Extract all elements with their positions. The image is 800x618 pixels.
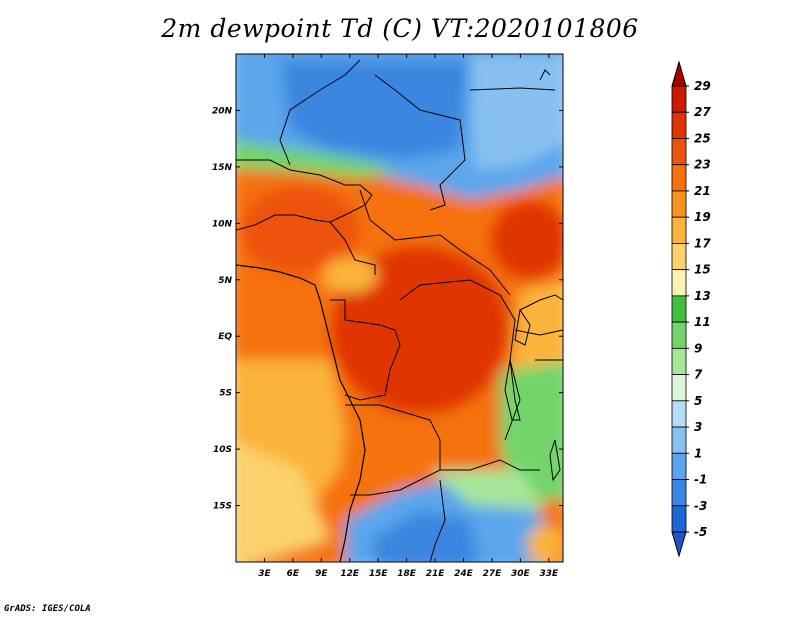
y-tick-label: 10S xyxy=(213,445,232,455)
region-sahel-band xyxy=(236,140,400,178)
colorbar-label: 27 xyxy=(694,105,711,119)
y-tick-label: 5N xyxy=(218,276,232,286)
colorbar-label: -3 xyxy=(694,499,707,513)
x-tick-label: 3E xyxy=(258,569,271,579)
colorbar-label: -1 xyxy=(694,473,707,487)
colorbar-label: 5 xyxy=(694,394,702,408)
x-tick-label: 27E xyxy=(483,569,503,579)
y-tick-label: 10N xyxy=(212,219,233,229)
colorbar-label: 25 xyxy=(694,131,711,145)
y-tick-label: 20N xyxy=(212,106,233,116)
plot-frame xyxy=(235,53,564,563)
colorbar-swatch xyxy=(671,138,687,166)
colorbar-swatch xyxy=(671,295,687,323)
colorbar-swatch xyxy=(671,400,687,428)
colorbar-swatch xyxy=(671,243,687,271)
colorbar-label: 11 xyxy=(694,315,711,329)
colorbar-swatch xyxy=(671,216,687,244)
colorbar-label: 13 xyxy=(694,289,711,303)
x-tick-label: 9E xyxy=(315,569,328,579)
colorbar-label: 19 xyxy=(694,210,711,224)
colorbar-label: 1 xyxy=(694,446,702,460)
colorbar-label: 17 xyxy=(694,236,711,250)
x-tick-label: 12E xyxy=(340,569,360,579)
chart-title: 2m dewpoint Td (C) VT:2020101806 xyxy=(161,14,639,43)
colorbar-label: 15 xyxy=(694,263,711,277)
colorbar: 29 27 25 23 21 19 17 15 13 11 9 7 5 3 1 -1 -3 -5 xyxy=(671,60,711,558)
coastline xyxy=(236,264,366,562)
x-tick-label: 33E xyxy=(539,569,559,579)
region-congo-basin xyxy=(330,245,510,415)
x-axis: 3E 6E 9E 12E 15E 18E 21E 24E 27E 30E 33E xyxy=(258,54,559,579)
colorbar-bottom-arrow xyxy=(671,531,687,558)
colorbar-swatch xyxy=(671,164,687,192)
y-axis: 20N 15N 10N 5N EQ 5S 10S 15S xyxy=(212,106,563,512)
colorbar-label: 21 xyxy=(694,184,711,198)
colorbar-swatch xyxy=(671,374,687,402)
colorbar-swatch xyxy=(671,85,687,113)
colorbar-label: 9 xyxy=(694,341,702,355)
x-tick-label: 30E xyxy=(511,569,531,579)
lakes xyxy=(504,308,561,482)
country-borders xyxy=(236,59,563,562)
colorbar-label: 7 xyxy=(694,368,703,382)
x-tick-label: 24E xyxy=(454,569,474,579)
colorbar-swatch xyxy=(671,321,687,349)
credit-text: GrADS: IGES/COLA xyxy=(4,604,91,614)
y-tick-label: 15N xyxy=(212,163,233,173)
colorbar-swatch xyxy=(671,111,687,139)
colorbar-top-arrow xyxy=(671,60,687,87)
dewpoint-map xyxy=(236,54,563,562)
x-tick-label: 18E xyxy=(397,569,417,579)
colorbar-swatch xyxy=(671,347,687,375)
colorbar-label: -5 xyxy=(694,525,707,539)
colorbar-swatch xyxy=(671,479,687,507)
colorbar-swatch xyxy=(671,505,687,533)
x-tick-label: 21E xyxy=(426,569,446,579)
y-tick-label: EQ xyxy=(218,332,232,342)
y-tick-label: 5S xyxy=(219,389,232,399)
colorbar-swatch xyxy=(671,269,687,297)
x-tick-label: 15E xyxy=(369,569,389,579)
colorbar-swatch xyxy=(671,426,687,454)
colorbar-swatch xyxy=(671,452,687,480)
x-tick-label: 6E xyxy=(287,569,300,579)
colorbar-label: 23 xyxy=(694,158,711,172)
colorbar-swatch xyxy=(671,190,687,218)
colorbar-label: 29 xyxy=(694,79,711,93)
y-tick-label: 15S xyxy=(213,502,232,512)
colorbar-label: 3 xyxy=(694,420,702,434)
region-east-highlands xyxy=(500,361,563,500)
